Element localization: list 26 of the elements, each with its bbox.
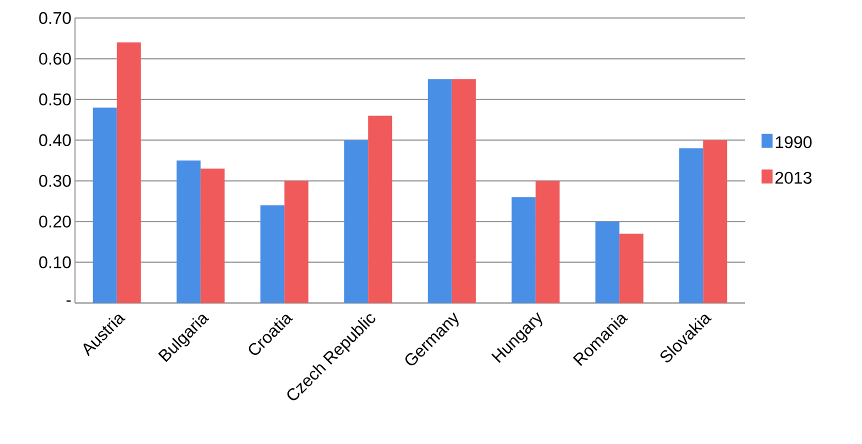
bar <box>619 234 644 303</box>
bar <box>368 116 392 303</box>
bar <box>92 108 117 303</box>
y-tick-label: 0.30 <box>39 174 71 187</box>
bar <box>428 79 452 303</box>
bar <box>344 140 368 303</box>
y-tick-label: 0.50 <box>39 93 71 106</box>
y-tick-label: - <box>66 300 71 302</box>
y-tick-label: 0.20 <box>39 216 71 228</box>
bar <box>679 148 704 303</box>
bar <box>284 180 308 303</box>
bar <box>260 205 284 303</box>
bar <box>512 197 536 303</box>
bar <box>452 79 476 303</box>
bar <box>536 180 560 303</box>
y-tick-label: 0.40 <box>39 134 71 146</box>
bar <box>595 222 620 303</box>
legend-label: 2013 <box>775 172 812 184</box>
y-tick-label: 0.10 <box>39 256 71 268</box>
bar <box>176 160 201 303</box>
y-tick-label: 0.70 <box>39 12 71 24</box>
y-tick-label: 0.60 <box>39 52 71 65</box>
bar <box>116 42 141 303</box>
bar <box>703 140 728 303</box>
bar <box>200 168 225 303</box>
legend-label: 1990 <box>776 136 812 148</box>
